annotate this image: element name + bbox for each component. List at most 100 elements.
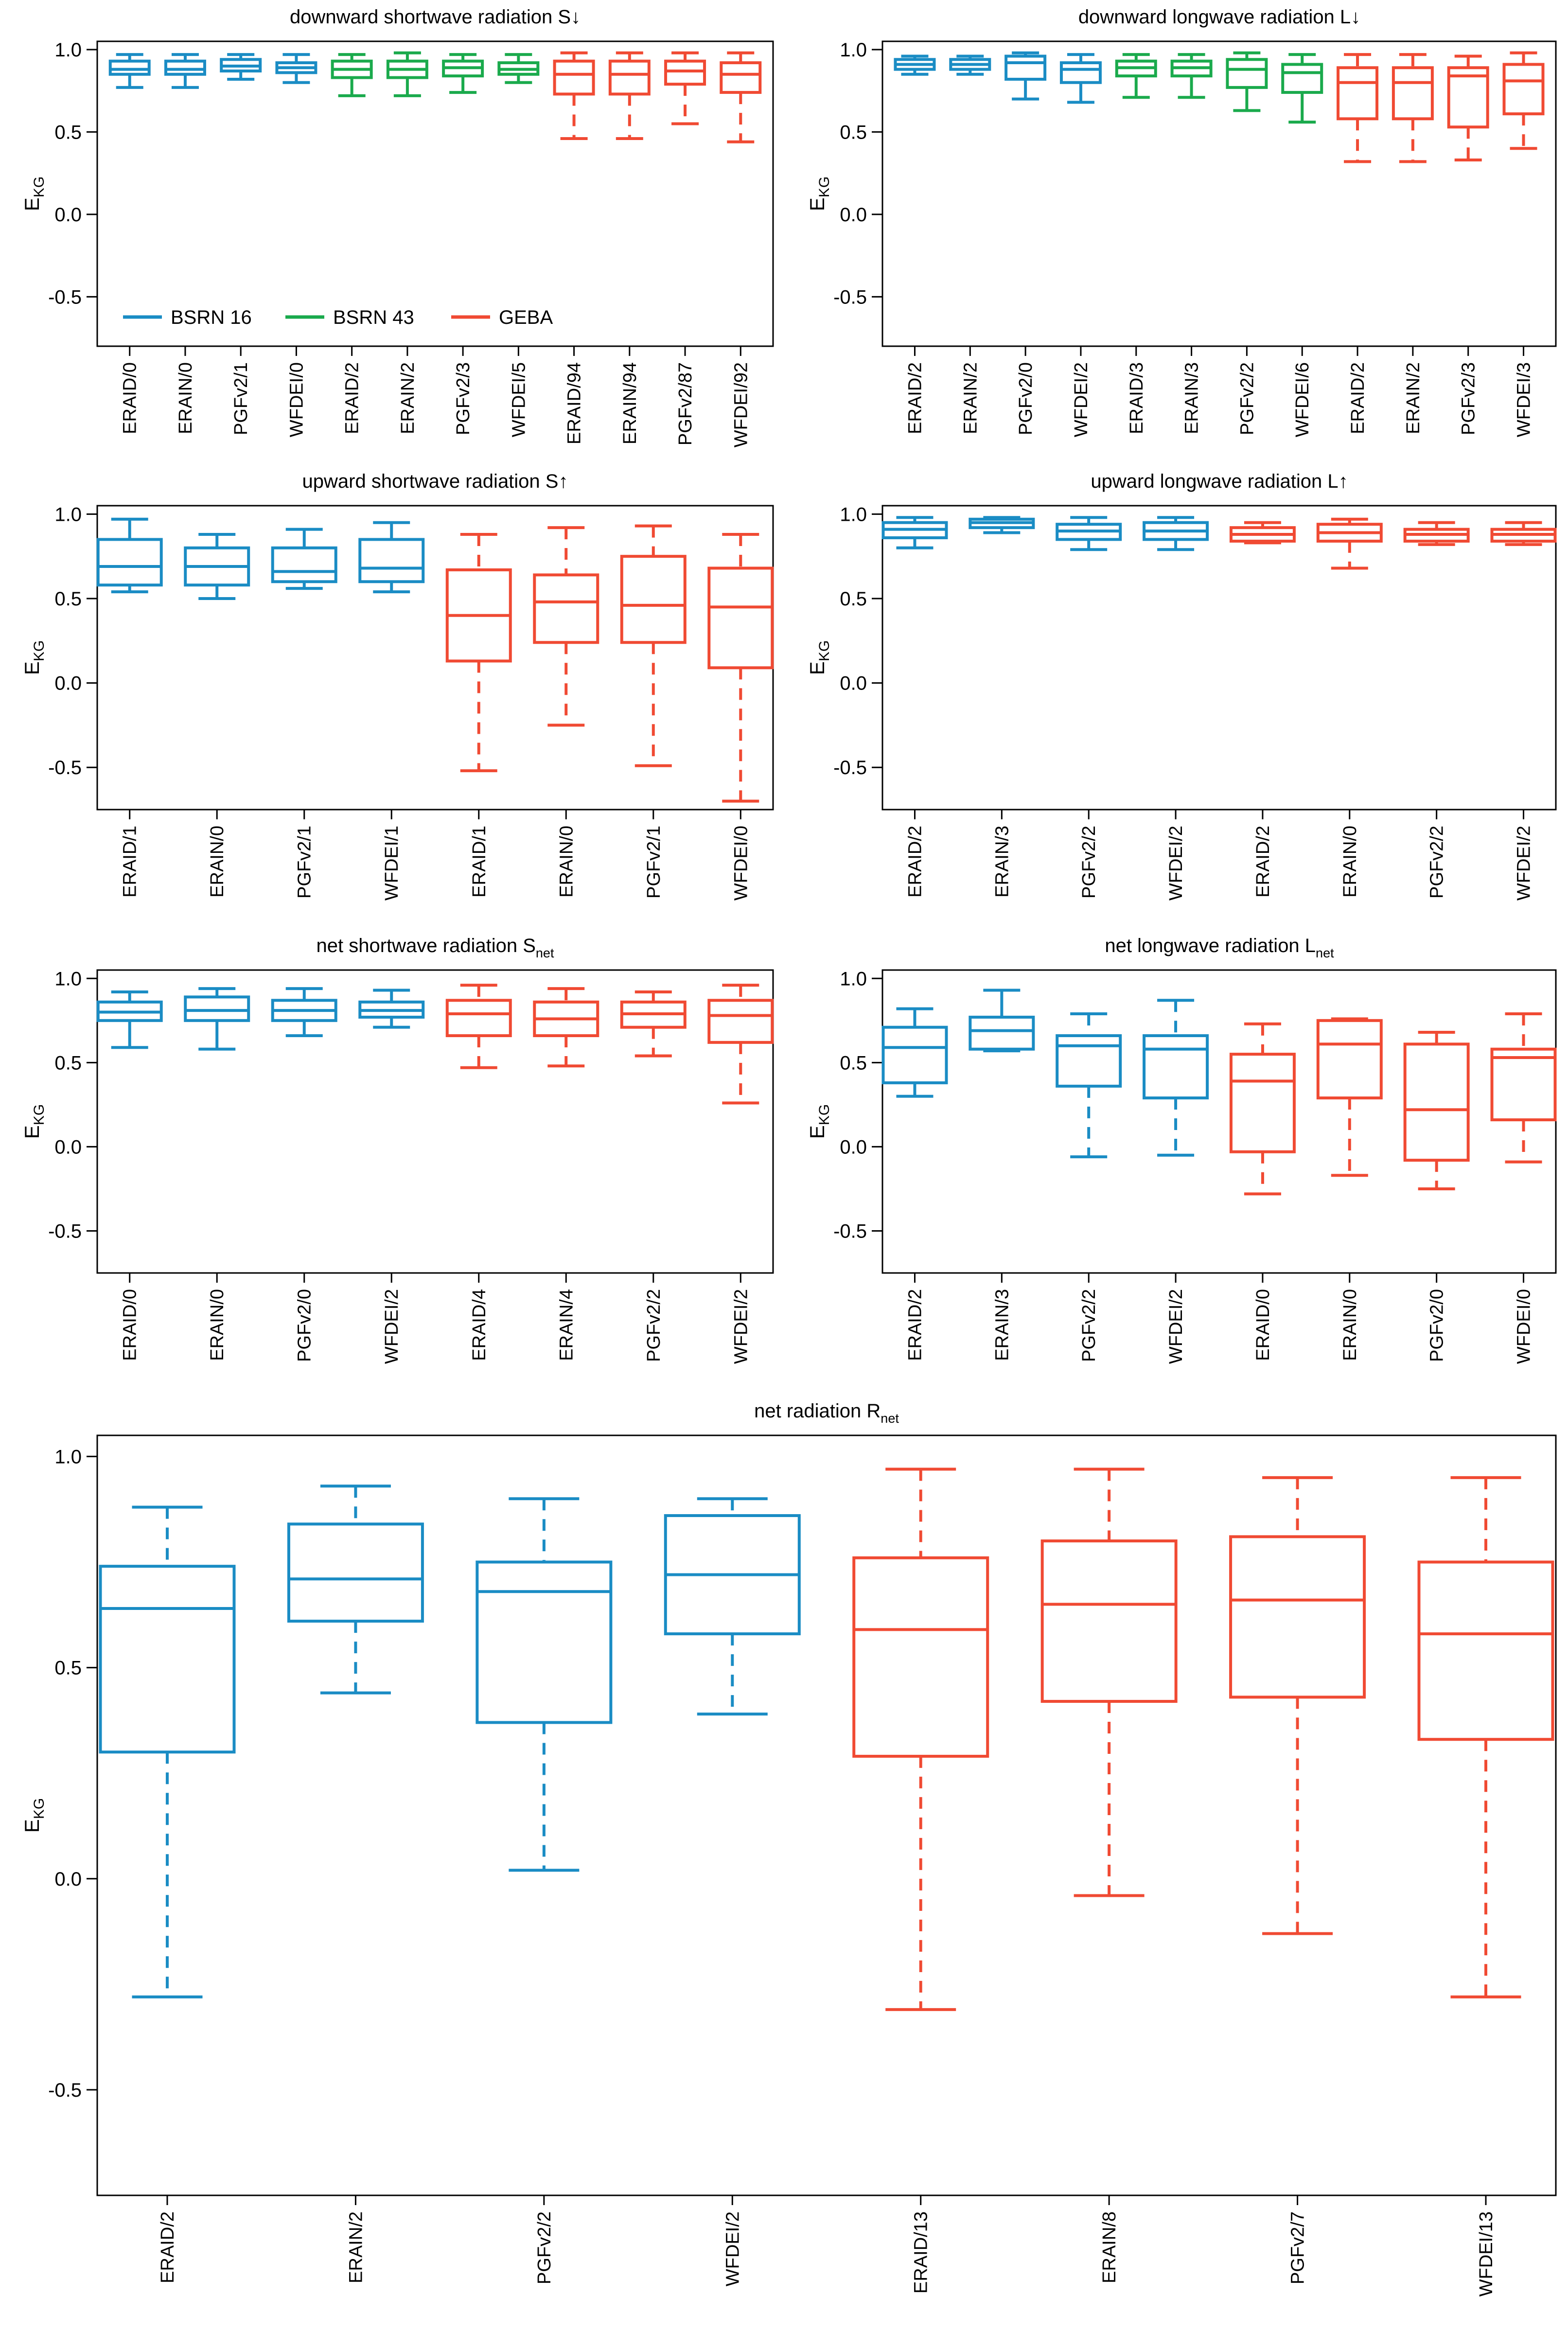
x-tick-label: WFDEI/2 — [1166, 1289, 1186, 1364]
box-wfdei-0 — [275, 53, 317, 84]
chart-title: downward longwave radiation L↓ — [1078, 6, 1360, 28]
box-wfdei-92 — [720, 51, 762, 143]
box-wfdei-2 — [1490, 521, 1557, 546]
x-tick-label: ERAID/2 — [905, 826, 925, 898]
box-erain-2 — [287, 1484, 424, 1695]
x-tick-label: WFDEI/0 — [1514, 1289, 1534, 1364]
x-tick-label: WFDEI/1 — [382, 826, 402, 901]
iqr-box — [1056, 1034, 1122, 1088]
x-tick-label: ERAID/3 — [1127, 362, 1147, 434]
box-eraid-1 — [96, 517, 163, 594]
box-pgfv2-2 — [620, 990, 687, 1058]
box-pgfv2-2 — [1056, 516, 1122, 551]
iqr-box — [1502, 63, 1545, 116]
x-tick-label: ERAIN/3 — [992, 1289, 1012, 1361]
y-tick-label: 1.0 — [54, 504, 82, 525]
y-tick-label: 0.5 — [840, 588, 867, 610]
y-tick-label: 1.0 — [840, 968, 867, 989]
x-tick-label: PGFv2/0 — [1427, 1289, 1447, 1362]
plot-frame — [881, 40, 1557, 347]
y-tick-label: 1.0 — [54, 39, 82, 61]
iqr-box — [108, 59, 151, 76]
y-axis-label: EKG — [20, 1104, 47, 1139]
x-tick-label: ERAIN/0 — [556, 826, 577, 898]
iqr-box — [1040, 1539, 1178, 1703]
x-tick-label: PGFv2/2 — [1079, 826, 1099, 899]
y-tick-label: 1.0 — [840, 504, 867, 525]
x-tick-label: WFDEI/5 — [509, 362, 529, 437]
box-pgfv2-87 — [664, 51, 706, 125]
iqr-box — [1229, 1535, 1366, 1699]
box-eraid-2 — [1229, 521, 1296, 545]
x-tick-label: PGFv2/7 — [1288, 2211, 1308, 2284]
y-tick-label: 1.0 — [840, 39, 867, 61]
box-wfdei-5 — [497, 53, 540, 84]
x-tick-label: ERAIN/0 — [207, 826, 228, 898]
x-tick-label: PGFv2/1 — [644, 826, 664, 899]
box-erain-94 — [608, 51, 651, 140]
y-tick-label: 0.5 — [840, 122, 867, 143]
y-tick-label: 0.0 — [54, 204, 82, 226]
x-tick-label: ERAID/2 — [1348, 362, 1368, 434]
box-pgfv2-3 — [1447, 54, 1489, 162]
chart-title: net longwave radiation Lnet — [1105, 935, 1334, 960]
x-tick-label: PGFv2/2 — [534, 2211, 555, 2284]
box-pgfv2-7 — [1229, 1476, 1366, 1935]
iqr-box — [707, 999, 774, 1044]
box-erain-0 — [164, 53, 206, 89]
iqr-box — [720, 61, 762, 94]
x-tick-label: ERAID/2 — [905, 1289, 925, 1361]
box-eraid-2 — [1337, 53, 1379, 163]
x-tick-label: ERAIN/3 — [992, 826, 1012, 898]
x-tick-label: PGFv2/2 — [1427, 826, 1447, 899]
x-tick-label: PGFv2/3 — [453, 362, 474, 435]
x-tick-label: ERAID/0 — [1253, 1289, 1273, 1361]
x-tick-label: PGFv2/2 — [644, 1289, 664, 1362]
chart-title: upward shortwave radiation S↑ — [302, 471, 568, 492]
box-wfdei-2 — [358, 989, 425, 1029]
box-eraid-13 — [852, 1467, 989, 2011]
iqr-box — [1337, 66, 1379, 121]
y-axis-label: EKG — [806, 640, 832, 675]
x-tick-label: ERAID/0 — [120, 362, 141, 434]
box-wfdei-2 — [1059, 53, 1102, 104]
x-tick-label: PGFv2/0 — [1016, 362, 1036, 435]
y-axis-label: EKG — [20, 1798, 47, 1833]
chart-sw-down: downward shortwave radiation S↓ 1.0 0.5 0.0… — [20, 6, 774, 447]
iqr-box — [96, 538, 163, 587]
box-eraid-3 — [1115, 53, 1157, 99]
box-erain-0 — [184, 987, 250, 1051]
iqr-box — [969, 1015, 1035, 1051]
box-erain-3 — [969, 516, 1035, 534]
y-tick-label: 0.5 — [54, 1658, 82, 1679]
box-pgfv2-0 — [1004, 51, 1047, 101]
x-tick-label: PGFv2/1 — [231, 362, 251, 435]
iqr-box — [476, 1560, 613, 1724]
x-tick-label: ERAIN/0 — [176, 362, 196, 434]
y-tick-label: 0.5 — [54, 122, 82, 143]
x-tick-label: WFDEI/13 — [1476, 2211, 1497, 2297]
iqr-box — [1281, 63, 1323, 94]
x-tick-label: ERAID/94 — [564, 362, 585, 444]
iqr-box — [533, 573, 599, 644]
plot-frame — [96, 40, 774, 347]
y-tick-label: 0.0 — [54, 1869, 82, 1890]
iqr-box — [99, 1565, 236, 1754]
y-tick-label: 0.0 — [840, 1136, 867, 1158]
y-tick-label: 0.5 — [54, 588, 82, 610]
iqr-box — [852, 1556, 989, 1758]
box-pgfv2-2 — [1403, 521, 1470, 546]
box-eraid-0 — [1229, 1022, 1296, 1196]
box-pgfv2-0 — [271, 987, 337, 1037]
x-tick-label: ERAIN/0 — [1340, 1289, 1360, 1361]
box-pgfv2-0 — [1403, 1031, 1470, 1190]
box-eraid-2 — [331, 53, 373, 97]
box-wfdei-2 — [1143, 516, 1209, 551]
x-tick-label: WFDEI/3 — [1514, 362, 1534, 437]
chart-sw-net: net shortwave radiation Snet 1.0 0.5 0.0 -0.… — [20, 935, 774, 1364]
iqr-box — [620, 555, 687, 644]
y-axis-label: EKG — [806, 1104, 832, 1139]
plot-frame — [96, 1434, 1557, 2196]
x-tick-label: PGFv2/1 — [295, 826, 315, 899]
x-tick-label: ERAIN/2 — [346, 2211, 366, 2283]
